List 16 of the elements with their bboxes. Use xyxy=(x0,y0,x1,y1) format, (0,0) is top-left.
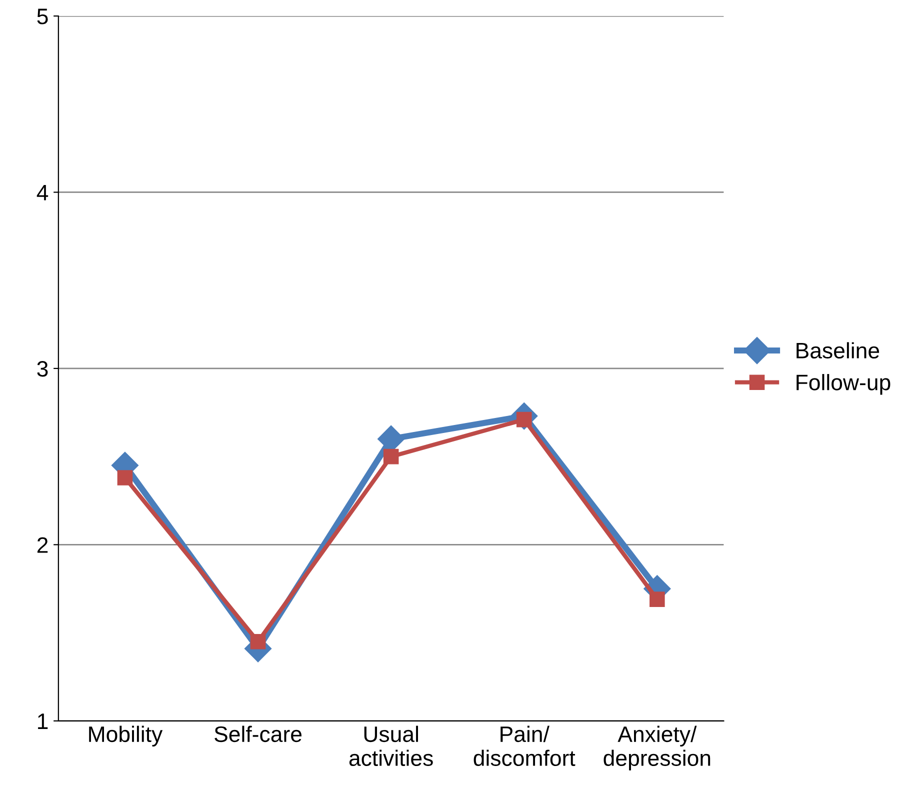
x-tick-label: Pain/ discomfort xyxy=(474,726,576,766)
x-tick-label: Anxiety/ depression xyxy=(604,726,710,770)
legend-label: Baseline xyxy=(796,342,880,359)
y-tick-label: 1 xyxy=(38,714,48,729)
point xyxy=(383,448,399,464)
y-tick-label: 4 xyxy=(36,185,48,200)
y-tick-label: 2 xyxy=(37,537,48,553)
y-tick-label: 3 xyxy=(37,360,48,377)
y-tick-label: 5 xyxy=(37,8,48,24)
x-tick-label: Usual activities xyxy=(349,726,433,766)
x-tick-label: Mobility xyxy=(89,726,163,746)
point xyxy=(117,470,133,486)
point xyxy=(250,634,266,650)
x-tick-label: Self-care xyxy=(214,726,302,742)
legend-label: Follow-up xyxy=(796,374,890,395)
point xyxy=(650,592,665,607)
